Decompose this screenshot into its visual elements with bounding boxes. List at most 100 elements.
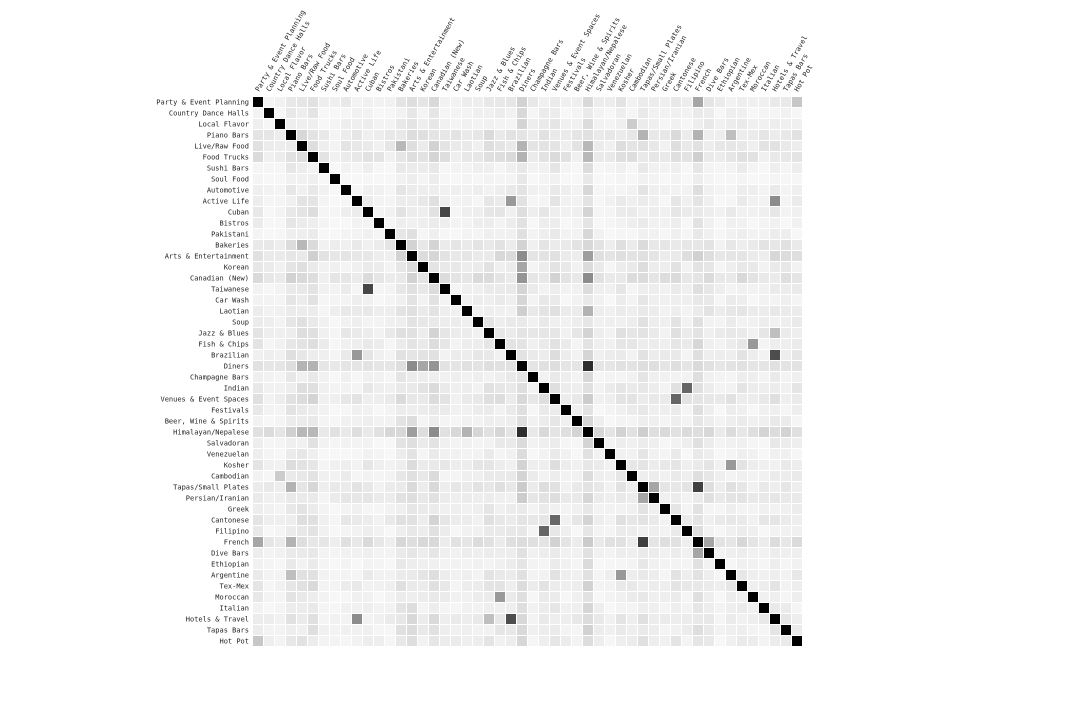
heatmap-cell	[748, 130, 758, 140]
heatmap-cell	[484, 548, 494, 558]
heatmap-cell	[594, 251, 604, 261]
heatmap-cell	[308, 130, 318, 140]
heatmap-cell	[308, 240, 318, 250]
heatmap-cell	[264, 383, 274, 393]
heatmap-cell	[352, 592, 362, 602]
heatmap-cell	[495, 361, 505, 371]
heatmap-cell	[286, 548, 296, 558]
heatmap-cell	[495, 405, 505, 415]
heatmap-cell	[473, 372, 483, 382]
heatmap-cell	[308, 449, 318, 459]
heatmap-cell	[429, 372, 439, 382]
heatmap-cell	[539, 361, 549, 371]
heatmap-cell	[286, 603, 296, 613]
heatmap-cell	[550, 361, 560, 371]
heatmap-cell	[484, 229, 494, 239]
heatmap-cell	[649, 625, 659, 635]
heatmap-cell	[352, 603, 362, 613]
heatmap-cell	[748, 251, 758, 261]
heatmap-cell	[517, 537, 527, 547]
heatmap-cell	[462, 625, 472, 635]
heatmap-cell	[385, 570, 395, 580]
heatmap-cell	[330, 273, 340, 283]
heatmap-cell	[418, 625, 428, 635]
heatmap-cell	[374, 493, 384, 503]
heatmap-cell	[671, 416, 681, 426]
heatmap-cell	[781, 493, 791, 503]
heatmap-cell	[297, 350, 307, 360]
heatmap-cell	[319, 119, 329, 129]
heatmap-cell	[781, 317, 791, 327]
heatmap-cell	[693, 383, 703, 393]
heatmap-cell	[627, 229, 637, 239]
heatmap-cell	[737, 152, 747, 162]
heatmap-cell	[583, 141, 593, 151]
heatmap-cell	[253, 295, 263, 305]
heatmap-cell	[473, 537, 483, 547]
heatmap-cell	[539, 504, 549, 514]
heatmap-cell	[462, 394, 472, 404]
heatmap-cell	[528, 559, 538, 569]
heatmap-cell	[286, 559, 296, 569]
heatmap-cell	[605, 119, 615, 129]
heatmap-cell	[715, 383, 725, 393]
heatmap-cell	[682, 438, 692, 448]
heatmap-cell	[264, 262, 274, 272]
heatmap-cell	[484, 493, 494, 503]
heatmap-cell	[484, 108, 494, 118]
row-label: Taiwanese	[211, 286, 249, 294]
heatmap-cell	[572, 504, 582, 514]
heatmap-cell	[451, 559, 461, 569]
heatmap-cell	[616, 350, 626, 360]
heatmap-cell	[517, 504, 527, 514]
heatmap-cell	[770, 350, 780, 360]
heatmap-cell	[484, 438, 494, 448]
heatmap-cell	[770, 559, 780, 569]
heatmap-cell	[748, 229, 758, 239]
heatmap-cell	[539, 141, 549, 151]
heatmap-cell	[418, 196, 428, 206]
heatmap-cell	[264, 317, 274, 327]
heatmap-cell	[363, 603, 373, 613]
heatmap-cell	[308, 559, 318, 569]
heatmap-cell	[693, 119, 703, 129]
heatmap-cell	[638, 449, 648, 459]
heatmap-cell	[561, 504, 571, 514]
heatmap-cell	[352, 339, 362, 349]
heatmap-cell	[330, 526, 340, 536]
heatmap-cell	[616, 185, 626, 195]
heatmap-cell	[671, 394, 681, 404]
heatmap-cell	[286, 251, 296, 261]
heatmap-cell	[660, 306, 670, 316]
heatmap-cell	[671, 372, 681, 382]
heatmap-cell	[693, 372, 703, 382]
heatmap-cell	[759, 317, 769, 327]
heatmap-cell	[781, 295, 791, 305]
heatmap-cell	[297, 284, 307, 294]
heatmap-cell	[264, 361, 274, 371]
heatmap-cell	[429, 306, 439, 316]
heatmap-cell	[363, 130, 373, 140]
heatmap-cell	[517, 625, 527, 635]
heatmap-cell	[440, 515, 450, 525]
heatmap-cell	[726, 427, 736, 437]
heatmap-cell	[440, 438, 450, 448]
heatmap-cell	[616, 383, 626, 393]
heatmap-cell	[341, 97, 351, 107]
heatmap-cell	[605, 427, 615, 437]
heatmap-cell	[286, 229, 296, 239]
heatmap-cell	[352, 515, 362, 525]
heatmap-cell	[341, 570, 351, 580]
heatmap-cell	[484, 449, 494, 459]
row-label: Bakeries	[215, 242, 249, 250]
heatmap-cell	[330, 284, 340, 294]
heatmap-cell	[737, 405, 747, 415]
heatmap-cell	[572, 108, 582, 118]
heatmap-cell	[363, 581, 373, 591]
heatmap-cell	[253, 471, 263, 481]
heatmap-cell	[286, 581, 296, 591]
heatmap-cell	[770, 196, 780, 206]
heatmap-cell	[561, 581, 571, 591]
heatmap-cell	[253, 108, 263, 118]
heatmap-cell	[594, 273, 604, 283]
